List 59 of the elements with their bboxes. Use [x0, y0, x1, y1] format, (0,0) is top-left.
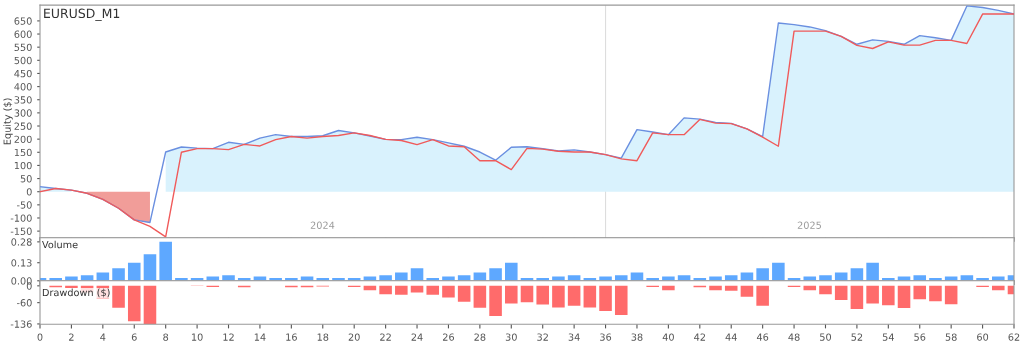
y-tick-label: -50	[16, 201, 32, 209]
x-tick-label: 18	[317, 333, 329, 341]
y-tick-label: 0.13	[11, 259, 32, 267]
y-tick-label: -150	[10, 227, 32, 235]
y-tick-label: 0.28	[11, 238, 32, 246]
x-tick-label: 20	[348, 333, 360, 341]
y-tick-label: 250	[14, 122, 32, 130]
y-tick-label: 550	[14, 43, 32, 52]
x-tick-label: 36	[600, 333, 612, 341]
x-tick-label: 30	[505, 333, 517, 341]
y-tick-label: 150	[14, 148, 32, 157]
x-tick-label: 34	[568, 333, 580, 341]
y-tick-label: 350	[14, 96, 32, 104]
x-tick-label: 16	[286, 333, 297, 341]
x-tick-label: 26	[442, 333, 455, 341]
chart-title: EURUSD_M1	[44, 8, 120, 21]
x-tick-label: 50	[820, 333, 832, 341]
x-tick-label: 24	[411, 333, 423, 341]
x-tick-label: 28	[474, 333, 486, 341]
x-tick-label: 52	[851, 333, 863, 341]
x-tick-label: 14	[254, 333, 266, 341]
x-tick-label: 22	[380, 333, 391, 341]
x-tick-label: 6	[131, 333, 137, 341]
y-axis-title: Equity ($)	[3, 98, 13, 145]
text: Drawdown ($)	[42, 288, 110, 298]
y-tick-label: 450	[14, 69, 32, 78]
x-tick-label: 4	[100, 333, 106, 341]
x-tick-label: 62	[1008, 333, 1020, 341]
chart-title: Volume	[42, 240, 78, 249]
x-tick-label: 12	[223, 333, 234, 341]
x-tick-label: 56	[914, 333, 926, 341]
x-tick-label: 44	[725, 333, 737, 341]
y-tick-label: 200	[14, 135, 32, 143]
x-tick-label: 10	[191, 333, 203, 341]
y-tick-label: 400	[14, 83, 32, 91]
annotation: 2025	[797, 221, 821, 229]
x-tick-label: 8	[163, 333, 169, 341]
x-tick-label: 54	[882, 333, 894, 341]
y-tick-label: 50	[20, 175, 32, 183]
y-tick-label: 600	[14, 30, 32, 38]
x-tick-label: 60	[977, 333, 989, 341]
y-tick-label: 100	[14, 161, 32, 170]
x-tick-label: 40	[662, 333, 674, 341]
y-tick-label: -60	[16, 299, 32, 307]
x-tick-label: 32	[537, 333, 548, 341]
x-tick-label: 2	[69, 333, 74, 341]
x-tick-label: 46	[756, 333, 769, 341]
x-tick-label: 58	[945, 333, 957, 341]
y-tick-label: 0	[26, 188, 32, 196]
y-tick-label: 650	[14, 17, 32, 25]
y-tick-label: -136	[10, 320, 32, 328]
x-tick-label: 48	[788, 333, 800, 341]
y-tick-label: 300	[14, 109, 32, 117]
x-tick-label: 38	[631, 333, 643, 341]
x-tick-label: 42	[694, 333, 706, 341]
x-tick-label: 0	[37, 333, 43, 341]
y-tick-label: 500	[14, 56, 32, 65]
annotation: 2024	[310, 221, 335, 229]
y-tick-label: -100	[10, 214, 32, 222]
